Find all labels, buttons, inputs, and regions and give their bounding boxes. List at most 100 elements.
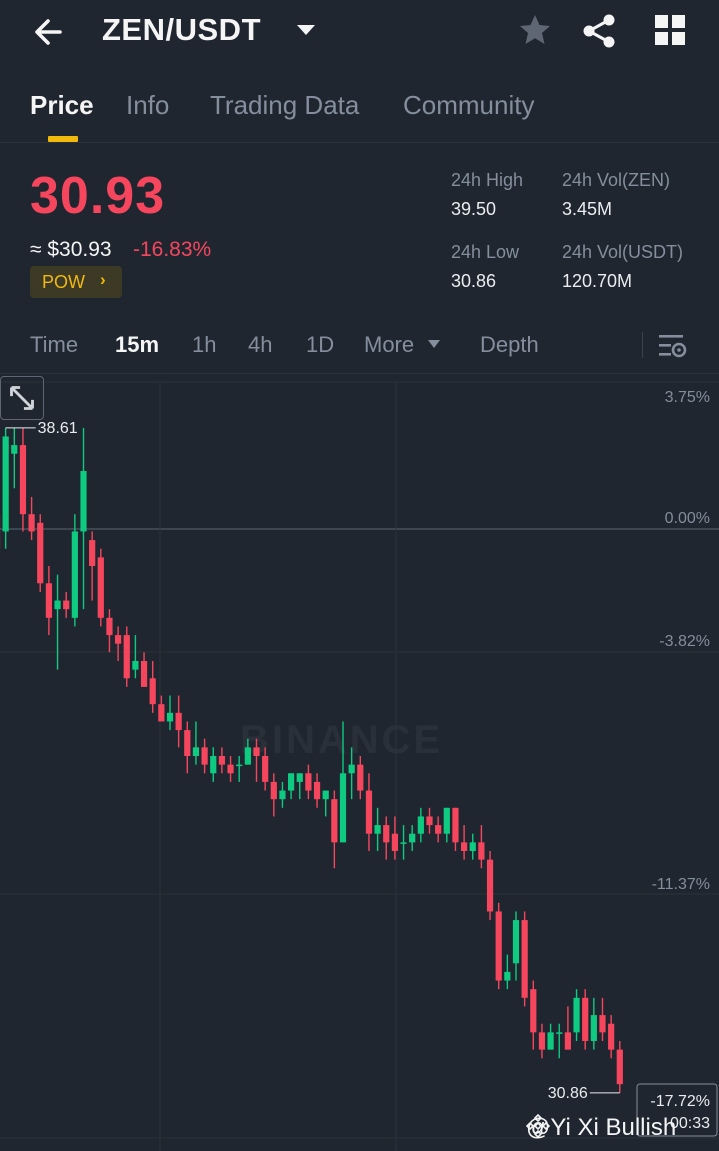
interval-1h[interactable]: 1h [192, 332, 217, 357]
last-price: 30.93 [30, 167, 166, 225]
candle-body [175, 712, 182, 731]
caret-down-icon[interactable] [296, 23, 316, 37]
candle-body [616, 1049, 623, 1085]
candle-body [564, 1032, 571, 1050]
candle-body [123, 635, 130, 679]
candle-body [374, 825, 381, 834]
candle-body [218, 756, 225, 765]
candle-body [348, 764, 355, 774]
candle-body [192, 747, 200, 756]
candle-body [504, 971, 511, 981]
candle-body [158, 704, 165, 722]
vol-usdt-value: 120.70M [562, 271, 633, 291]
candle-body [37, 522, 44, 584]
interval-time[interactable]: Time [30, 332, 79, 357]
chart-canvas: 3.75% 0.00% -3.82% -11.37% 38.61 30.86 -17.72%… [0, 381, 719, 1151]
candle-body [140, 661, 148, 687]
interval-4h[interactable]: 4h [248, 332, 273, 357]
candle-body [305, 773, 312, 791]
candle-body [201, 747, 208, 765]
candle-body [106, 617, 113, 636]
candle-body [331, 799, 338, 843]
candle-body [512, 920, 520, 964]
candle-body [236, 764, 243, 767]
y-axis-label: 3.75% [665, 389, 710, 406]
candle-body [296, 773, 303, 782]
credit: @Yi Xi Bullish [526, 1114, 676, 1142]
caret-down-icon[interactable] [427, 339, 441, 349]
candle-body [452, 807, 459, 843]
grid-icon[interactable] [652, 12, 688, 48]
candle-body [2, 436, 9, 532]
candle-body [608, 1023, 615, 1050]
depth-tab[interactable]: Depth [480, 332, 539, 357]
high-label: 24h High [451, 170, 524, 190]
candle-body [443, 807, 450, 834]
price-change: -16.83% [133, 238, 212, 261]
candle-body [538, 1032, 546, 1050]
candle-body [365, 790, 373, 834]
candle-body [227, 764, 234, 774]
low-value: 30.86 [451, 271, 497, 291]
binance-logo-icon [526, 1114, 550, 1138]
candlestick-chart[interactable]: BINANCE 3.75% 0.00% -3.82% -11.37% 38.61 30.8… [0, 376, 719, 1151]
candle-body [495, 911, 502, 981]
tab-info[interactable]: Info [126, 90, 170, 120]
tab-community[interactable]: Community [403, 90, 535, 120]
chart-settings-icon[interactable] [657, 332, 687, 360]
min-price-label: 30.86 [548, 1085, 588, 1102]
y-axis-label: -3.82% [659, 633, 710, 650]
candle-body [409, 833, 416, 843]
candle-body [19, 445, 27, 515]
candle-body [426, 816, 433, 826]
candle-body [461, 842, 468, 851]
arrow-left-icon[interactable] [30, 14, 70, 50]
countdown-label: 00:33 [670, 1115, 710, 1132]
tab-price[interactable]: Price [30, 90, 94, 120]
low-label: 24h Low [451, 242, 520, 262]
interval-bar: Time 15m 1h 4h 1D More Depth [0, 318, 719, 374]
candle-body [244, 747, 251, 765]
candle-body [573, 997, 580, 1033]
candle-body [270, 781, 277, 800]
candle-body [149, 678, 156, 705]
candle-body [262, 756, 269, 782]
candle-body [383, 825, 390, 843]
interval-1d[interactable]: 1D [306, 332, 335, 357]
candle-body [54, 600, 61, 610]
candle-body [115, 635, 122, 644]
candle-body [288, 773, 295, 791]
interval-15m[interactable]: 15m [115, 332, 160, 357]
candle-body [478, 842, 485, 860]
candle-body [45, 583, 52, 618]
candle-body [28, 514, 35, 532]
candle-body [435, 825, 442, 834]
y-axis-label: 0.00% [665, 510, 710, 527]
vol-usdt-label: 24h Vol(USDT) [562, 242, 684, 262]
candle-body [547, 1032, 554, 1050]
candle-body [400, 842, 407, 844]
y-axis-label: -11.37% [652, 876, 710, 893]
current-price-box [636, 1083, 718, 1137]
candle-body [322, 790, 329, 800]
candle-body [313, 781, 321, 800]
expand-icon[interactable] [0, 376, 44, 420]
pow-tag[interactable]: POW › [30, 266, 122, 298]
candle-body [486, 859, 494, 912]
candle-body [391, 833, 398, 851]
pair-title[interactable]: ZEN/USDT [102, 12, 261, 47]
candle-body [279, 790, 286, 800]
candle-body [590, 1015, 597, 1041]
candle-body [599, 1015, 606, 1033]
usd-price: ≈ $30.93 [30, 238, 112, 261]
share-icon[interactable] [580, 12, 618, 50]
candle-body [530, 989, 537, 1033]
candle-body [184, 730, 191, 756]
star-icon[interactable] [517, 12, 553, 48]
tab-trading-data[interactable]: Trading Data [210, 90, 360, 120]
candle-body [166, 712, 174, 722]
current-change-label: -17.72% [650, 1093, 710, 1110]
candle-body [97, 557, 104, 618]
interval-more[interactable]: More [364, 332, 415, 357]
candle-body [253, 747, 260, 756]
